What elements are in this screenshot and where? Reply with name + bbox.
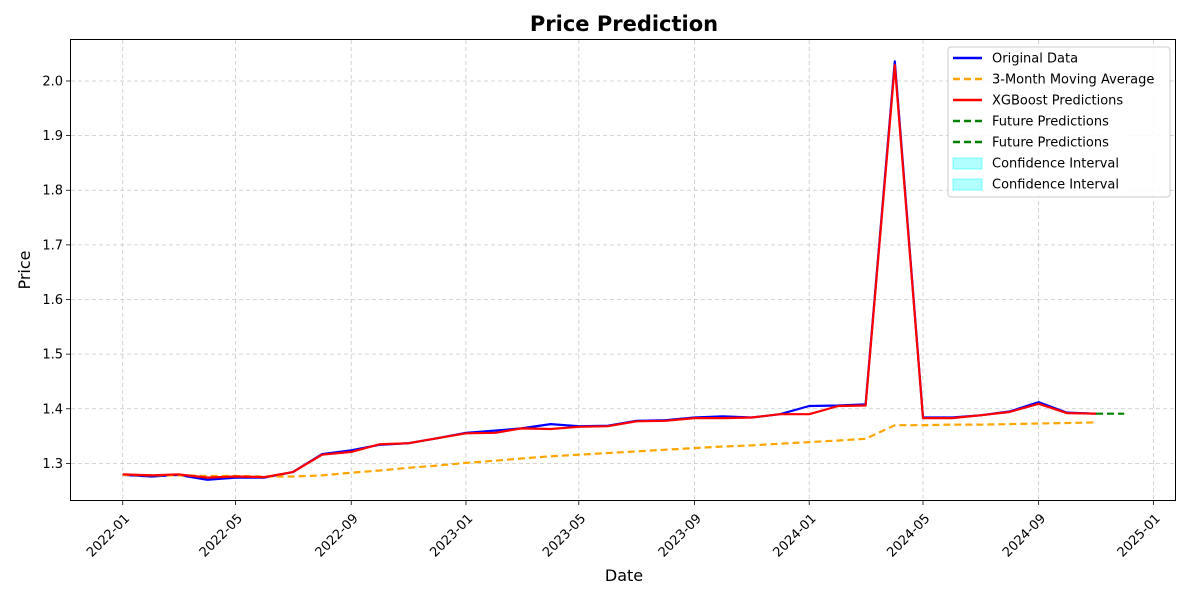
x-tick-label: 2022-01 [84, 511, 133, 560]
x-tick-label: 2024-05 [884, 511, 933, 560]
x-tick-label: 2023-05 [540, 511, 589, 560]
plot-area-frame [70, 39, 1176, 501]
legend-label: Confidence Interval [992, 157, 1119, 172]
y-tick-label: 1.9 [42, 129, 63, 144]
series-line-xgboost-predictions [122, 63, 1097, 479]
x-tick-label: 2024-09 [1000, 511, 1049, 560]
legend-swatch-patch [952, 178, 983, 191]
legend-label: Original Data [992, 52, 1078, 67]
y-tick-label: 1.8 [42, 184, 63, 199]
legend-label: Future Predictions [992, 136, 1109, 151]
x-tick-label: 2025-01 [1115, 511, 1164, 560]
legend-label: Confidence Interval [992, 178, 1119, 193]
x-tick-label: 2022-05 [197, 511, 246, 560]
x-tick-label: 2022-09 [313, 511, 362, 560]
y-tick-label: 1.7 [42, 238, 63, 253]
legend-label: Future Predictions [992, 115, 1109, 130]
y-tick-label: 2.0 [42, 74, 63, 89]
x-axis-label: Date [605, 566, 643, 585]
legend-box [947, 46, 1171, 198]
y-tick-label: 1.6 [42, 293, 63, 308]
y-axis-ticks: 1.3 1.4 1.5 1.6 1.7 1.8 1.9 2.0 [42, 74, 71, 472]
x-axis-ticks: 2022-01 2022-05 2022-09 2023-01 2023-05 2023-… [84, 500, 1164, 560]
legend-swatch-patch [952, 157, 983, 170]
y-tick-label: 1.3 [42, 457, 63, 472]
legend-label: 3-Month Moving Average [992, 73, 1154, 88]
series-line-3-month-moving-average [122, 421, 1097, 478]
legend-label: XGBoost Predictions [992, 94, 1123, 109]
y-axis-label: Price [15, 250, 34, 289]
y-tick-label: 1.5 [42, 348, 63, 363]
series-lines [122, 60, 1125, 481]
x-tick-label: 2023-01 [427, 511, 476, 560]
legend: Original Data 3-Month Moving Average XGBoo… [947, 46, 1171, 198]
y-tick-label: 1.4 [42, 402, 63, 417]
chart-title: Price Prediction [530, 12, 718, 36]
x-tick-label: 2023-09 [656, 511, 705, 560]
x-tick-label: 2024-01 [771, 511, 820, 560]
